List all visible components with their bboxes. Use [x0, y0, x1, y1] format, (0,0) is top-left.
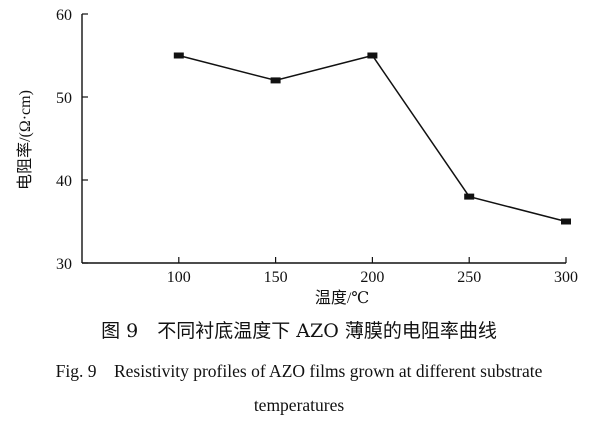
chart-series	[173, 52, 571, 225]
y-tick-label: 30	[56, 256, 72, 273]
x-tick-label: 100	[167, 269, 191, 286]
y-tick-label: 60	[56, 7, 72, 24]
data-point-marker	[173, 52, 184, 59]
x-tick-label: 250	[457, 269, 481, 286]
y-tick-label: 40	[56, 173, 72, 190]
chart-ticks: 30 40 50 60 100 150 200 250 300	[56, 7, 578, 286]
y-axis-label: 电阻率/(Ω·cm)	[16, 90, 34, 190]
figure-caption-english-line1: Fig. 9 Resistivity profiles of AZO films…	[55, 361, 543, 381]
x-tick-label: 200	[360, 269, 384, 286]
data-point-marker	[367, 52, 378, 59]
chart-axes	[81, 14, 566, 264]
figure-caption-english-line2: temperatures	[253, 395, 345, 415]
data-point-marker	[561, 218, 571, 225]
series-line	[178, 54, 567, 223]
x-axis-label: 温度/℃	[315, 289, 369, 307]
y-tick-label: 50	[56, 90, 72, 107]
x-tick-label: 150	[264, 269, 288, 286]
data-point-marker	[270, 77, 281, 84]
figure-caption-chinese: 图 9 不同衬底温度下 AZO 薄膜的电阻率曲线	[101, 320, 497, 342]
data-point-marker	[464, 193, 475, 200]
x-tick-label: 300	[554, 269, 578, 286]
line-chart: 30 40 50 60 100 150 200 250 300 电阻率/(Ω·cm) 温度/℃	[16, 7, 578, 307]
